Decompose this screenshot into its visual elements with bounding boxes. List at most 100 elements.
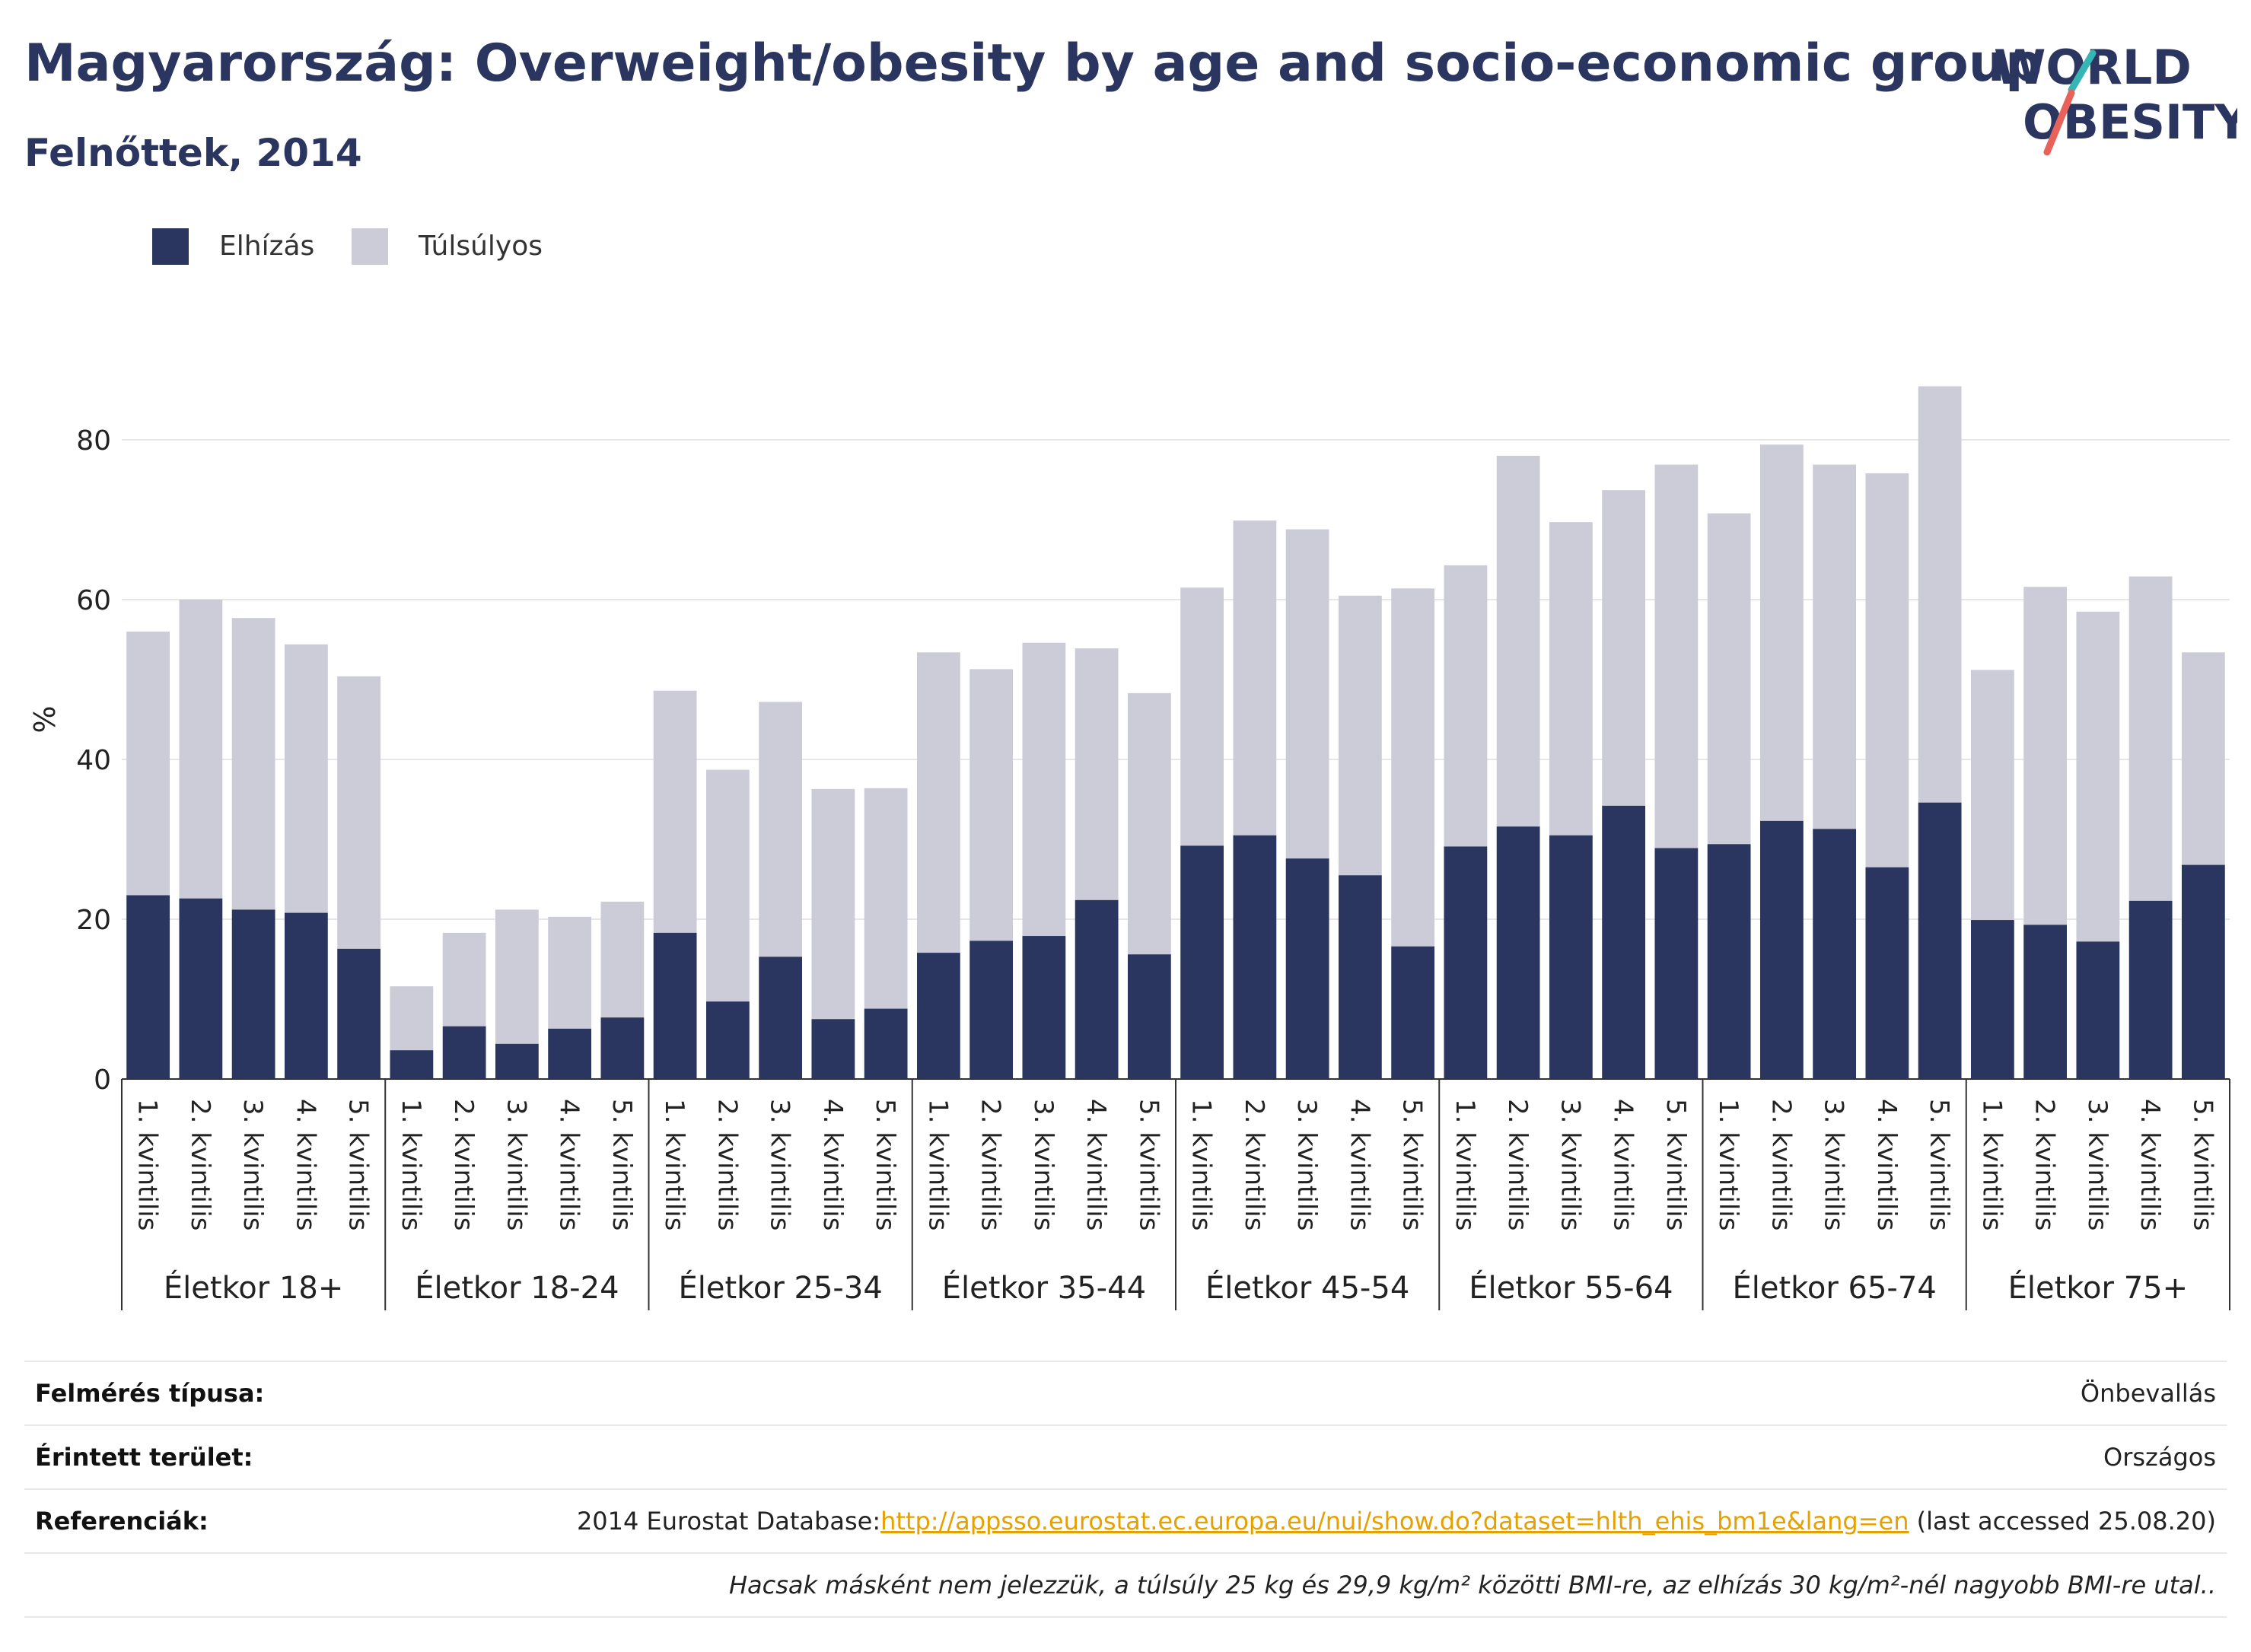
bar-obesity — [284, 912, 328, 1079]
x-tick-label: 3. kvintilis — [1819, 1099, 1849, 1230]
bar-overweight — [231, 618, 275, 910]
bar-overweight — [337, 676, 381, 949]
bar-obesity — [1654, 848, 1699, 1079]
bar-obesity — [1233, 835, 1277, 1079]
bar-overweight — [390, 986, 434, 1051]
bar-obesity — [600, 1017, 645, 1079]
group-label: Életkor 45-54 — [1205, 1269, 1409, 1306]
bar-obesity — [811, 1019, 855, 1079]
info-row-survey-type: Felmérés típusa: Önbevallás — [24, 1361, 2227, 1424]
group-label: Életkor 65-74 — [1732, 1269, 1936, 1306]
logo-slash-red — [2043, 89, 2075, 156]
bar-obesity — [759, 957, 803, 1079]
bar-overweight — [1233, 520, 1277, 836]
group-label: Életkor 18+ — [164, 1269, 343, 1306]
x-tick-label: 4. kvintilis — [2135, 1099, 2165, 1230]
y-tick-label: 40 — [76, 745, 111, 776]
bar-obesity — [1707, 844, 1751, 1079]
references-value: 2014 Eurostat Database:http://appsso.eur… — [577, 1507, 2216, 1536]
bar-overweight — [1549, 522, 1593, 836]
bar-overweight — [126, 632, 170, 896]
bar-obesity — [1970, 920, 2014, 1079]
legend-swatch-obesity — [152, 228, 189, 265]
x-tick-label: 1. kvintilis — [659, 1099, 689, 1230]
x-tick-label: 4. kvintilis — [1081, 1099, 1111, 1230]
bar-obesity — [337, 948, 381, 1079]
bar-obesity — [1338, 875, 1382, 1079]
bar-overweight — [653, 690, 697, 933]
bar-overweight — [1654, 464, 1699, 848]
bar-overweight — [2023, 587, 2068, 925]
x-tick-label: 2. kvintilis — [712, 1099, 742, 1230]
bar-obesity — [916, 953, 960, 1079]
legend-label-obesity: Elhízás — [219, 231, 315, 262]
world-obesity-logo: WORLD OBESITY — [1994, 40, 2237, 156]
x-tick-label: 5. kvintilis — [1397, 1099, 1428, 1230]
bar-obesity — [1813, 829, 1857, 1079]
x-tick-label: 5. kvintilis — [1660, 1099, 1691, 1230]
info-row-area: Érintett terület: Országos — [24, 1424, 2227, 1488]
bar-obesity — [1918, 802, 1962, 1079]
group-label: Életkor 35-44 — [942, 1269, 1146, 1306]
group-label: Életkor 25-34 — [678, 1269, 882, 1306]
bar-overweight — [1338, 595, 1382, 876]
bar-overweight — [1707, 513, 1751, 845]
page-title: Magyarország: Overweight/obesity by age … — [24, 33, 2042, 94]
x-tick-label: 1. kvintilis — [1713, 1099, 1743, 1230]
references-link[interactable]: http://appsso.eurostat.ec.europa.eu/nui/… — [880, 1507, 1909, 1536]
bar-obesity — [231, 909, 275, 1079]
group-label: Életkor 75+ — [2008, 1269, 2188, 1306]
bar-overweight — [1127, 692, 1171, 955]
bar-overweight — [1970, 670, 2014, 921]
bar-overweight — [1075, 648, 1119, 900]
bar-overweight — [2181, 652, 2225, 865]
bar-overweight — [442, 932, 486, 1027]
bar-overweight — [600, 901, 645, 1018]
bar-obesity — [1865, 867, 1909, 1079]
info-row-note: Hacsak másként nem jelezzük, a túlsúly 2… — [24, 1552, 2227, 1618]
stacked-bar-chart: 0 20 40 60 80% 1. kvintilis 2. kvintilis 3. kvi… — [28, 386, 2230, 1310]
x-tick-label: 4. kvintilis — [1344, 1099, 1374, 1230]
references-prefix: 2014 Eurostat Database: — [576, 1507, 881, 1536]
bar-overweight — [811, 788, 855, 1020]
x-tick-label: 3. kvintilis — [765, 1099, 795, 1230]
bar-obesity — [1549, 835, 1593, 1079]
x-tick-label: 2. kvintilis — [1765, 1099, 1796, 1230]
bar-overweight — [1759, 444, 1804, 821]
y-tick-label: 0 — [94, 1065, 111, 1096]
legend-swatch-overweight — [352, 228, 388, 265]
x-tick-label: 1. kvintilis — [922, 1099, 953, 1230]
x-tick-label: 1. kvintilis — [1976, 1099, 2007, 1230]
y-axis-label: % — [28, 705, 62, 733]
x-tick-label: 1. kvintilis — [1186, 1099, 1217, 1230]
bar-overweight — [1918, 386, 1962, 803]
bar-obesity — [1759, 820, 1804, 1079]
x-tick-label: 4. kvintilis — [1871, 1099, 1902, 1230]
references-suffix: (last accessed 25.08.20) — [1909, 1507, 2216, 1536]
group-label: Életkor 18-24 — [415, 1269, 619, 1306]
bar-obesity — [1444, 846, 1488, 1079]
page-subtitle: Felnőttek, 2014 — [24, 131, 362, 175]
legend-label-overweight: Túlsúlyos — [419, 231, 543, 262]
x-tick-label: 5. kvintilis — [343, 1099, 374, 1230]
x-tick-label: 5. kvintilis — [607, 1099, 637, 1230]
bar-obesity — [653, 932, 697, 1079]
bar-obesity — [390, 1050, 434, 1079]
group-label: Életkor 55-64 — [1469, 1269, 1673, 1306]
x-tick-label: 5. kvintilis — [2187, 1099, 2218, 1230]
logo-text-world: WORLD — [1994, 40, 2192, 95]
bar-overweight — [1444, 565, 1488, 847]
x-tick-label: 1. kvintilis — [396, 1099, 426, 1230]
x-tick-label: 4. kvintilis — [290, 1099, 320, 1230]
bar-obesity — [864, 1008, 908, 1079]
bar-overweight — [1285, 529, 1329, 859]
bar-overweight — [1602, 490, 1646, 806]
x-tick-label: 3. kvintilis — [2082, 1099, 2113, 1230]
bar-obesity — [495, 1043, 539, 1079]
x-tick-label: 2. kvintilis — [448, 1099, 479, 1230]
x-tick-label: 1. kvintilis — [1450, 1099, 1480, 1230]
bar-obesity — [442, 1026, 486, 1079]
info-table: Felmérés típusa: Önbevallás Érintett ter… — [24, 1361, 2227, 1618]
bar-obesity — [548, 1028, 592, 1079]
bar-obesity — [2076, 941, 2120, 1079]
